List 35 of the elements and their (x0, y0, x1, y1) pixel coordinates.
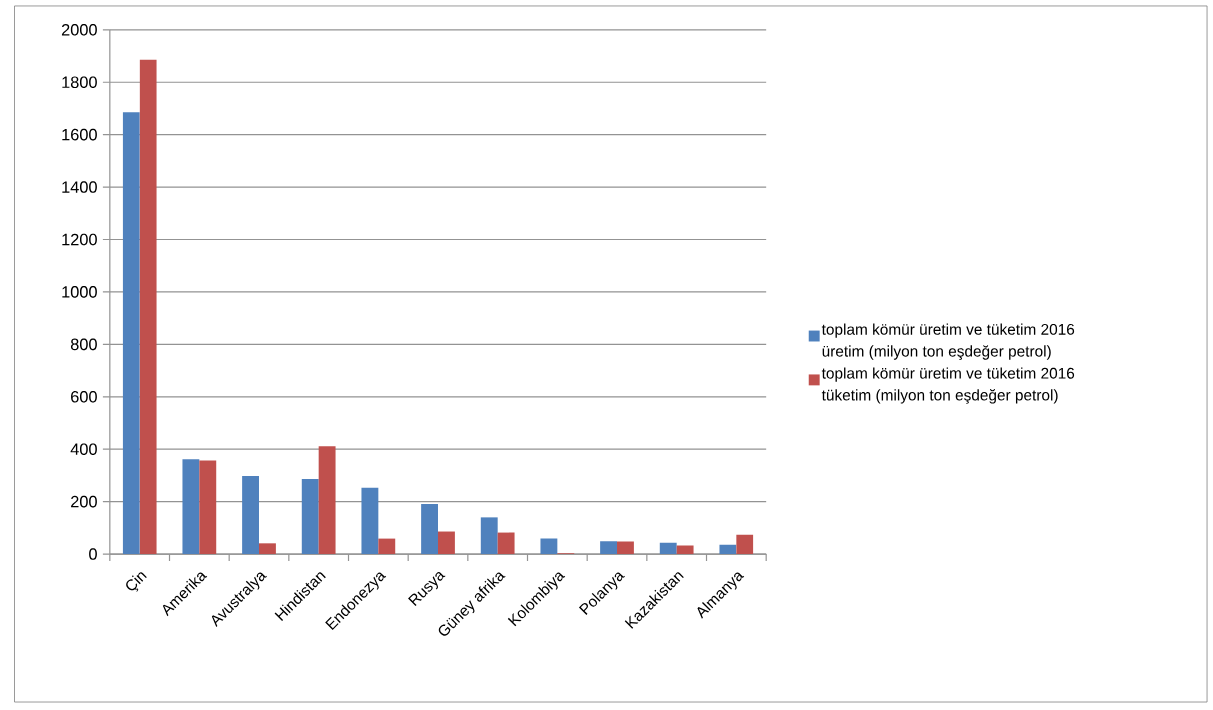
bar (676, 545, 694, 555)
bar (122, 112, 140, 555)
bar (659, 542, 677, 555)
y-tick-label: 600 (71, 391, 97, 403)
y-tick-label: 400 (70, 443, 97, 456)
bar (182, 459, 200, 555)
bar (139, 59, 157, 555)
bar (540, 538, 558, 555)
bar (719, 544, 737, 555)
bar (301, 479, 319, 555)
bar (199, 460, 217, 555)
y-tick-label: 1600 (62, 128, 97, 141)
x-tick-label: Çin (126, 572, 147, 592)
bar (318, 446, 336, 555)
legend-label: toplam kömür üretim ve tüketim 2016 üretim (milyon ton eşdeğer petrol) (821, 323, 1075, 360)
bar (438, 531, 455, 555)
y-tick-label: 1800 (62, 76, 97, 89)
bar (497, 532, 515, 555)
y-tick-label: 800 (70, 338, 97, 351)
y-tick-label: 1400 (62, 181, 97, 193)
bar (617, 541, 634, 555)
bar (736, 534, 754, 555)
y-tick-label: 1000 (62, 286, 97, 298)
y-tick-label: 200 (71, 495, 97, 508)
y-tick-label: 1200 (62, 233, 97, 246)
y-tick-label: 0 (89, 548, 97, 560)
bar (378, 538, 396, 555)
bar (421, 504, 439, 555)
bar (361, 487, 379, 555)
bar (600, 541, 618, 555)
y-tick-label: 2000 (61, 24, 97, 36)
bar (259, 543, 276, 555)
bar (242, 475, 260, 555)
bar (480, 517, 498, 555)
legend-label: toplam kömür üretim ve tüketim 2016 tüketim (milyon ton eşdeğer petrol) (821, 367, 1075, 404)
